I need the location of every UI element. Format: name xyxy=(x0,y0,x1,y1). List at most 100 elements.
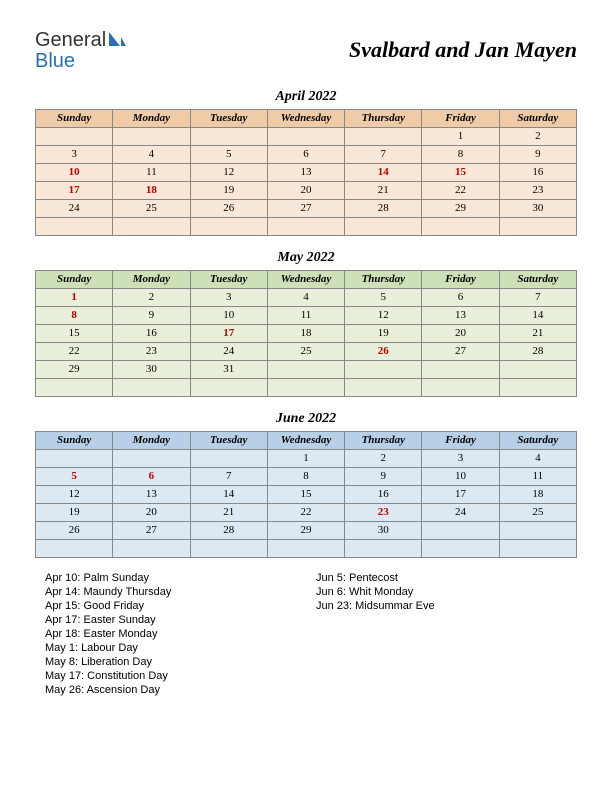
calendar-cell: 22 xyxy=(422,181,499,199)
calendar-cell xyxy=(499,217,576,235)
calendar-cell: 30 xyxy=(345,521,422,539)
page-title: Svalbard and Jan Mayen xyxy=(349,37,577,63)
calendar-row xyxy=(36,378,577,396)
calendar-cell xyxy=(113,378,190,396)
calendar-cell: 4 xyxy=(113,145,190,163)
calendar-cell: 19 xyxy=(345,324,422,342)
weekday-header: Friday xyxy=(422,109,499,127)
calendar-cell: 6 xyxy=(267,145,344,163)
calendar-row: 12 xyxy=(36,127,577,145)
weekday-header: Tuesday xyxy=(190,431,267,449)
calendar-cell: 7 xyxy=(190,467,267,485)
calendar-cell: 30 xyxy=(499,199,576,217)
calendar-cell: 18 xyxy=(267,324,344,342)
calendar-cell: 29 xyxy=(267,521,344,539)
month-title: June 2022 xyxy=(35,411,577,427)
weekday-header: Tuesday xyxy=(190,109,267,127)
weekday-header: Wednesday xyxy=(267,270,344,288)
calendar-cell xyxy=(499,378,576,396)
calendar-cell: 16 xyxy=(345,485,422,503)
calendar-cell xyxy=(113,539,190,557)
calendar-cell: 26 xyxy=(190,199,267,217)
calendar-cell: 9 xyxy=(113,306,190,324)
calendar-cell: 5 xyxy=(345,288,422,306)
calendar-cell xyxy=(422,378,499,396)
holiday-entry: Apr 15: Good Friday xyxy=(35,600,306,612)
month-block: April 2022SundayMondayTuesdayWednesdayTh… xyxy=(35,89,577,236)
weekday-header: Saturday xyxy=(499,109,576,127)
calendar-cell: 22 xyxy=(36,342,113,360)
calendar-cell: 30 xyxy=(113,360,190,378)
calendar-cell xyxy=(499,360,576,378)
calendar-cell xyxy=(422,217,499,235)
calendar-row xyxy=(36,539,577,557)
calendar-cell: 1 xyxy=(267,449,344,467)
calendar-cell: 13 xyxy=(422,306,499,324)
calendar-cell xyxy=(345,360,422,378)
calendar-cell: 9 xyxy=(499,145,576,163)
calendar-cell: 28 xyxy=(499,342,576,360)
calendar-cell: 6 xyxy=(422,288,499,306)
calendar-cell: 26 xyxy=(36,521,113,539)
calendar-cell: 17 xyxy=(36,181,113,199)
calendar-cell: 8 xyxy=(422,145,499,163)
calendar-cell: 25 xyxy=(267,342,344,360)
calendar-cell xyxy=(36,378,113,396)
calendar-cell xyxy=(345,127,422,145)
holidays-section: Apr 10: Palm SundayApr 14: Maundy Thursd… xyxy=(35,572,577,698)
calendar-cell: 21 xyxy=(499,324,576,342)
logo-text-1: General xyxy=(35,29,106,51)
calendar-row: 567891011 xyxy=(36,467,577,485)
calendar-cell: 11 xyxy=(267,306,344,324)
calendar-cell: 5 xyxy=(190,145,267,163)
calendar-cell: 8 xyxy=(36,306,113,324)
holiday-entry: May 26: Ascension Day xyxy=(35,684,306,696)
calendar-cell xyxy=(113,217,190,235)
month-block: May 2022SundayMondayTuesdayWednesdayThur… xyxy=(35,250,577,397)
weekday-header: Sunday xyxy=(36,109,113,127)
calendar-cell: 3 xyxy=(190,288,267,306)
weekday-header: Monday xyxy=(113,109,190,127)
weekday-header: Monday xyxy=(113,431,190,449)
calendar-row: 19202122232425 xyxy=(36,503,577,521)
calendar-cell: 29 xyxy=(422,199,499,217)
calendar-cell xyxy=(345,378,422,396)
calendar-cell: 27 xyxy=(113,521,190,539)
logo: General Blue xyxy=(35,30,126,71)
calendar-cell: 10 xyxy=(36,163,113,181)
month-block: June 2022SundayMondayTuesdayWednesdayThu… xyxy=(35,411,577,558)
calendar-cell: 19 xyxy=(190,181,267,199)
calendar-cell: 8 xyxy=(267,467,344,485)
calendar-cell: 13 xyxy=(267,163,344,181)
calendar-cell: 12 xyxy=(190,163,267,181)
calendar-cell xyxy=(422,539,499,557)
calendar-cell: 9 xyxy=(345,467,422,485)
weekday-header: Saturday xyxy=(499,270,576,288)
holiday-entry: Jun 6: Whit Monday xyxy=(306,586,577,598)
calendar-cell: 14 xyxy=(345,163,422,181)
weekday-header: Friday xyxy=(422,431,499,449)
calendar-cell: 16 xyxy=(113,324,190,342)
calendar-cell: 12 xyxy=(36,485,113,503)
header: General Blue Svalbard and Jan Mayen xyxy=(35,30,577,71)
calendar-cell xyxy=(267,217,344,235)
calendar-cell: 21 xyxy=(190,503,267,521)
holiday-entry: Apr 10: Palm Sunday xyxy=(35,572,306,584)
weekday-header: Sunday xyxy=(36,270,113,288)
calendar-cell: 19 xyxy=(36,503,113,521)
calendar-row: 10111213141516 xyxy=(36,163,577,181)
weekday-header: Saturday xyxy=(499,431,576,449)
calendar-cell: 26 xyxy=(345,342,422,360)
calendar-row: 1234 xyxy=(36,449,577,467)
calendar-cell: 10 xyxy=(190,306,267,324)
weekday-header: Wednesday xyxy=(267,431,344,449)
calendar-cell: 28 xyxy=(345,199,422,217)
calendar-cell: 2 xyxy=(113,288,190,306)
calendar-cell: 11 xyxy=(113,163,190,181)
holidays-column-left: Apr 10: Palm SundayApr 14: Maundy Thursd… xyxy=(35,572,306,698)
calendar-cell xyxy=(190,449,267,467)
calendar-cell: 10 xyxy=(422,467,499,485)
calendar-cell xyxy=(36,539,113,557)
weekday-header: Wednesday xyxy=(267,109,344,127)
calendar-cell: 23 xyxy=(113,342,190,360)
